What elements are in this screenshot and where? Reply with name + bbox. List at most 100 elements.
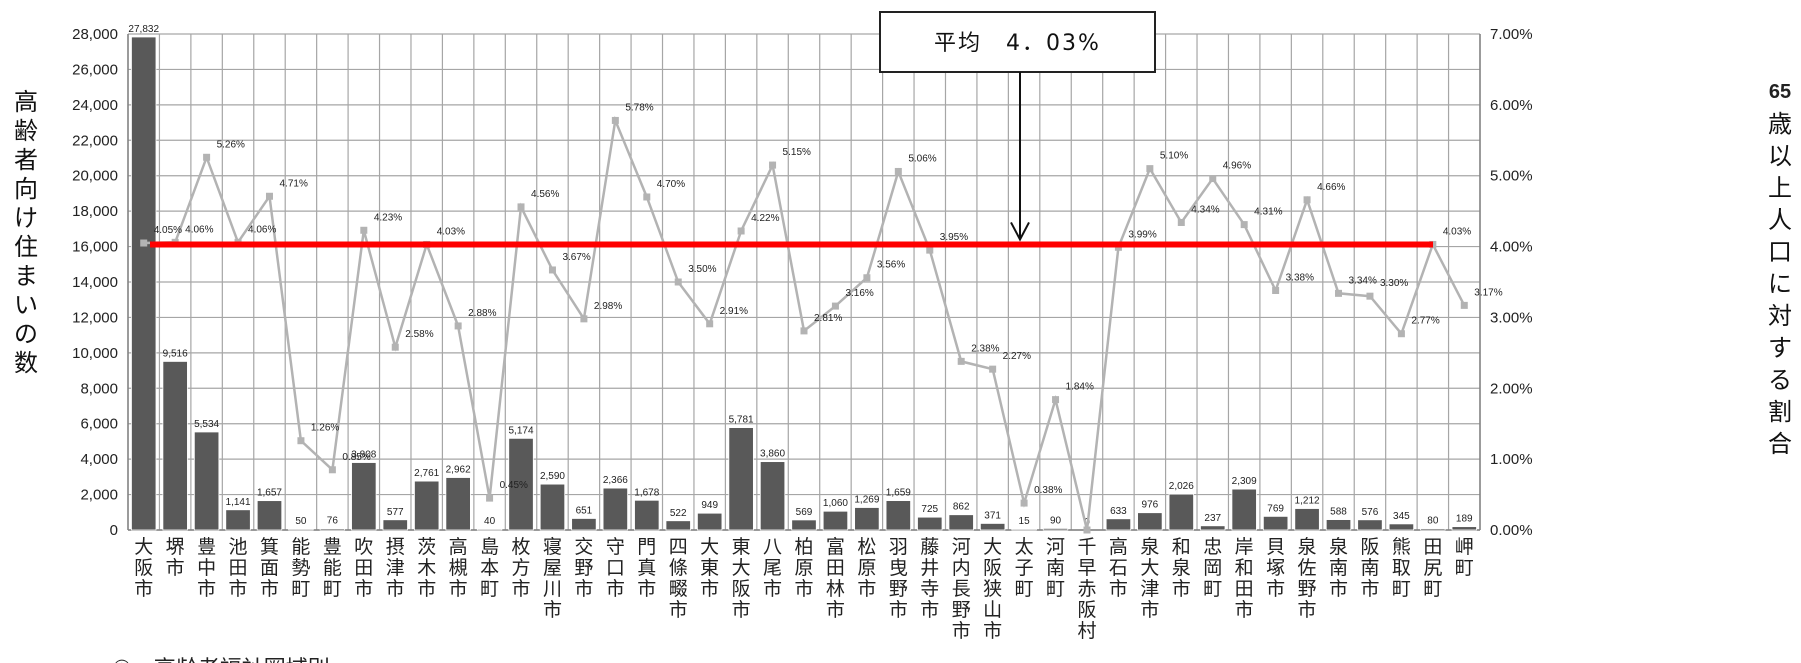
bar-value-label: 2,962 bbox=[446, 465, 471, 476]
ratio-label: 5.06% bbox=[908, 153, 936, 164]
x-category-label: 林 bbox=[826, 578, 845, 600]
y-axis-title-char: 向 bbox=[14, 175, 38, 203]
x-category-label: 屋 bbox=[543, 557, 562, 579]
x-category-label: 野 bbox=[1298, 578, 1317, 600]
y2-axis-title-char: 以 bbox=[1768, 142, 1792, 170]
x-category-label: 泉 bbox=[1329, 536, 1348, 558]
ratio-point bbox=[643, 193, 651, 201]
ratio-point bbox=[391, 343, 399, 351]
x-category-label: 忠 bbox=[1203, 536, 1222, 558]
ratio-label: 4.71% bbox=[279, 178, 307, 189]
y-tick-label: 28,000 bbox=[72, 26, 118, 43]
bar bbox=[759, 461, 786, 531]
x-category-label: 田 bbox=[1235, 578, 1254, 600]
ratio-label: 4.22% bbox=[751, 213, 779, 224]
ratio-point bbox=[894, 167, 902, 175]
ratio-point bbox=[297, 437, 305, 445]
x-category-label: 市 bbox=[260, 578, 279, 600]
bar-value-label: 2,761 bbox=[414, 468, 439, 479]
x-category-label: 市 bbox=[197, 578, 216, 600]
y2-tick-label: 7.00% bbox=[1490, 26, 1533, 43]
x-category-label: 島 bbox=[480, 536, 499, 558]
x-category-label: 能 bbox=[323, 557, 342, 579]
ratio-label: 4.03% bbox=[437, 226, 465, 237]
ratio-label: 2.98% bbox=[594, 301, 622, 312]
ratio-label: 3.34% bbox=[1349, 275, 1377, 286]
y2-axis-title-char: 口 bbox=[1768, 238, 1792, 266]
ratio-point bbox=[1335, 289, 1343, 297]
x-category-label: 曳 bbox=[889, 557, 908, 579]
ratio-label: 3.16% bbox=[845, 288, 873, 299]
x-category-label: 尻 bbox=[1423, 557, 1442, 579]
y-tick-label: 18,000 bbox=[72, 203, 118, 220]
x-category-label: 市 bbox=[857, 578, 876, 600]
x-category-label: 阪 bbox=[732, 578, 751, 600]
x-category-label: 市 bbox=[889, 599, 908, 621]
x-category-label: 枚 bbox=[512, 536, 531, 558]
ratio-point bbox=[517, 203, 525, 211]
ratio-label: 3.30% bbox=[1380, 278, 1408, 289]
x-category-label: 市 bbox=[1140, 599, 1159, 621]
bar-value-label: 345 bbox=[1393, 511, 1410, 522]
ratio-label: 0.38% bbox=[1034, 485, 1062, 496]
bar-value-label: 1,141 bbox=[226, 497, 251, 508]
x-category-label: 木 bbox=[417, 557, 436, 579]
bar bbox=[665, 520, 691, 531]
x-category-label: 太 bbox=[1015, 536, 1034, 558]
x-category-label: 市 bbox=[1266, 578, 1285, 600]
x-category-label: 市 bbox=[354, 578, 373, 600]
x-category-label: 市 bbox=[700, 578, 719, 600]
ratio-label: 5.10% bbox=[1160, 151, 1188, 162]
ratio-point bbox=[769, 161, 777, 169]
x-category-label: 泉 bbox=[1172, 557, 1191, 579]
bar-value-label: 577 bbox=[387, 507, 404, 518]
x-category-label: 市 bbox=[543, 599, 562, 621]
x-category-label: 津 bbox=[1140, 578, 1159, 600]
ratio-point bbox=[360, 226, 368, 234]
x-category-label: 市 bbox=[166, 557, 185, 579]
bar bbox=[791, 519, 817, 531]
ratio-point bbox=[1177, 218, 1185, 226]
bar-value-label: 976 bbox=[1142, 500, 1159, 511]
x-category-label: 町 bbox=[323, 578, 342, 600]
bar-value-label: 1,269 bbox=[854, 495, 879, 506]
y-tick-label: 10,000 bbox=[72, 345, 118, 362]
ratio-point bbox=[1366, 292, 1374, 300]
x-category-label: 野 bbox=[574, 557, 593, 579]
x-category-label: 市 bbox=[637, 578, 656, 600]
x-category-label: 中 bbox=[197, 557, 216, 579]
x-category-label: 南 bbox=[1360, 557, 1379, 579]
x-category-label: 川 bbox=[543, 578, 562, 600]
ratio-point bbox=[1460, 301, 1468, 309]
x-category-label: 熊 bbox=[1392, 536, 1411, 558]
ratio-point bbox=[957, 357, 965, 365]
bar bbox=[634, 499, 660, 531]
y2-tick-label: 4.00% bbox=[1490, 239, 1533, 256]
bar bbox=[1137, 512, 1163, 531]
ratio-label: 2.38% bbox=[971, 343, 999, 354]
bar bbox=[508, 437, 534, 531]
x-category-label: 市 bbox=[1235, 599, 1254, 621]
x-category-label: 槻 bbox=[449, 557, 468, 579]
y2-axis-title-char: る bbox=[1768, 366, 1792, 394]
bar-value-label: 90 bbox=[1050, 515, 1062, 526]
x-category-label: 市 bbox=[732, 599, 751, 621]
y2-axis-title-char: 合 bbox=[1768, 430, 1792, 458]
x-category-label: 口 bbox=[606, 557, 625, 579]
ratio-point bbox=[800, 327, 808, 335]
bar bbox=[571, 518, 597, 531]
bar-value-label: 1,212 bbox=[1295, 496, 1320, 507]
x-category-label: 市 bbox=[229, 578, 248, 600]
x-category-label: 豊 bbox=[323, 536, 342, 558]
bar bbox=[1200, 525, 1226, 531]
ratio-label: 2.58% bbox=[405, 329, 433, 340]
ratio-line bbox=[143, 115, 1466, 531]
ratio-label: 5.26% bbox=[217, 139, 245, 150]
bar-value-label: 3,808 bbox=[351, 450, 376, 461]
x-category-label: 交 bbox=[574, 536, 593, 558]
x-category-label: 面 bbox=[260, 557, 279, 579]
x-category-label: 和 bbox=[1172, 536, 1191, 558]
x-category-label: 柏 bbox=[794, 536, 813, 558]
x-category-label: 勢 bbox=[291, 557, 310, 579]
